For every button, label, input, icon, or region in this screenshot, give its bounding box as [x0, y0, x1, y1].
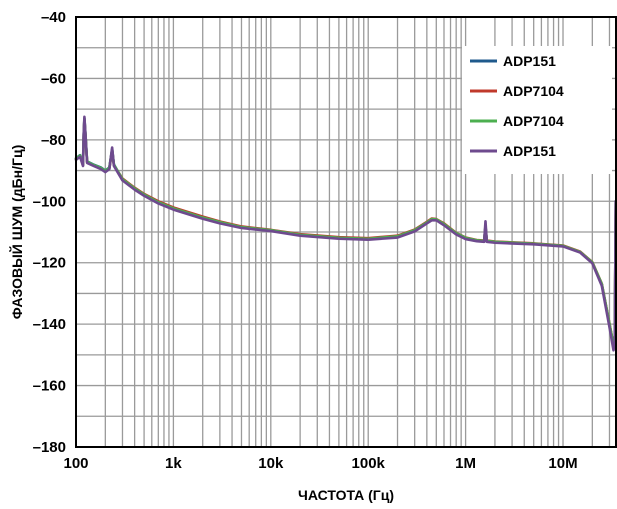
grid [76, 17, 616, 447]
x-axis-label: ЧАСТОТА (Гц) [298, 487, 394, 503]
legend-label: ADP7104 [503, 113, 564, 129]
legend-box [462, 46, 612, 174]
legend: ADP151 ADP7104 ADP7104 ADP151 [462, 46, 612, 174]
series-layer [74, 115, 617, 352]
x-tick-label: 100k [352, 455, 386, 472]
y-tick-label: –40 [41, 9, 66, 26]
y-tick-label: –120 [33, 255, 66, 272]
y-tick-label: –100 [33, 193, 66, 210]
y-tick-label: –140 [33, 316, 66, 333]
series-line-4 [74, 115, 617, 352]
x-tick-label: 100 [63, 455, 88, 472]
legend-label: ADP151 [503, 143, 556, 159]
legend-label: ADP151 [503, 53, 556, 69]
x-tick-label: 10k [258, 455, 284, 472]
y-tick-label: –180 [33, 439, 66, 456]
y-tick-label: –160 [33, 378, 66, 395]
y-tick-labels: –40 –60 –80 –100 –120 –140 –160 –180 [33, 9, 66, 456]
y-tick-label: –60 [41, 70, 66, 87]
x-tick-label: 1M [455, 455, 476, 472]
plot-frame [75, 16, 617, 448]
x-tick-label: 10M [548, 455, 577, 472]
y-tick-label: –80 [41, 132, 66, 149]
x-tick-labels: 100 1k 10k 100k 1M 10M [63, 455, 577, 472]
y-axis-label: ФАЗОВЫЙ ШУМ (дБн/Гц) [8, 145, 25, 319]
x-tick-label: 1k [165, 455, 182, 472]
legend-label: ADP7104 [503, 83, 564, 99]
